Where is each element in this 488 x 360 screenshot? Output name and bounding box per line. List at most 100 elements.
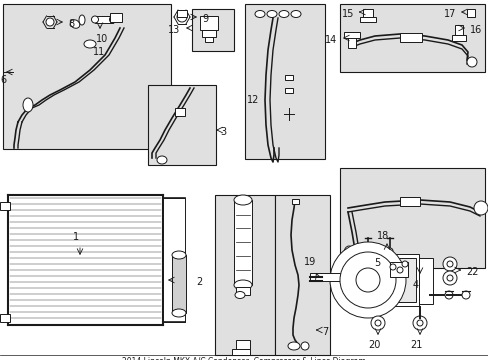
Bar [466, 9, 474, 17]
Bar [202, 30, 216, 37]
Bar [309, 273, 339, 281]
Ellipse shape [70, 20, 80, 28]
Ellipse shape [234, 280, 251, 290]
Ellipse shape [374, 320, 380, 326]
Ellipse shape [442, 271, 456, 285]
Ellipse shape [177, 12, 186, 22]
Text: 5: 5 [373, 258, 380, 268]
Ellipse shape [172, 309, 185, 317]
Ellipse shape [287, 342, 299, 350]
Bar [177, 10, 186, 17]
Bar [95, 16, 113, 23]
Bar [451, 35, 465, 41]
Bar [236, 287, 249, 295]
Bar [215, 195, 274, 355]
Bar [0, 202, 10, 210]
Bar [418, 258, 432, 304]
Text: 19: 19 [303, 257, 315, 267]
Ellipse shape [23, 98, 33, 112]
Text: 17: 17 [443, 9, 455, 19]
Bar [204, 37, 213, 42]
Ellipse shape [279, 10, 288, 18]
Ellipse shape [442, 257, 456, 271]
Text: 8: 8 [68, 19, 74, 29]
Bar [389, 262, 407, 277]
Ellipse shape [376, 246, 386, 260]
Text: 16: 16 [469, 25, 481, 35]
Text: 4: 4 [412, 280, 418, 290]
Bar [200, 16, 218, 30]
Ellipse shape [343, 246, 353, 260]
Text: 1: 1 [73, 232, 79, 242]
Ellipse shape [91, 16, 98, 23]
Bar [366, 254, 418, 306]
Bar [8, 195, 163, 325]
Bar [359, 17, 375, 22]
Ellipse shape [396, 267, 402, 273]
Text: 9: 9 [202, 14, 208, 24]
Bar [192, 9, 234, 51]
Bar [291, 199, 298, 204]
Bar [234, 200, 251, 285]
Ellipse shape [389, 264, 395, 270]
Bar [339, 4, 484, 72]
Ellipse shape [172, 251, 185, 259]
Text: 15: 15 [341, 9, 353, 19]
Text: 3: 3 [220, 127, 225, 137]
Bar [274, 195, 329, 355]
Bar [285, 88, 292, 93]
Ellipse shape [234, 195, 251, 205]
Bar [0, 314, 10, 322]
Text: 12: 12 [246, 95, 259, 105]
Bar [347, 34, 355, 48]
Text: 21: 21 [409, 340, 421, 350]
Bar [236, 340, 249, 349]
Ellipse shape [355, 268, 379, 292]
Ellipse shape [339, 252, 395, 308]
Bar [110, 13, 122, 22]
Text: 10: 10 [96, 34, 108, 44]
Ellipse shape [109, 16, 116, 23]
Bar [148, 85, 216, 165]
Text: 11: 11 [93, 47, 105, 57]
Text: 18: 18 [376, 231, 388, 241]
Bar [172, 255, 185, 313]
Text: 7: 7 [321, 327, 327, 337]
Text: 14: 14 [324, 35, 336, 45]
Bar [343, 32, 359, 38]
Ellipse shape [364, 248, 370, 254]
Ellipse shape [412, 316, 426, 330]
Bar [244, 4, 325, 159]
Ellipse shape [416, 320, 422, 326]
Ellipse shape [401, 261, 407, 267]
Bar [175, 108, 184, 116]
Bar [3, 4, 171, 149]
Bar [285, 75, 292, 80]
Bar [231, 349, 249, 355]
Text: 20: 20 [367, 340, 379, 350]
Ellipse shape [329, 242, 405, 318]
Ellipse shape [79, 15, 85, 25]
Bar [362, 9, 372, 17]
Ellipse shape [446, 261, 452, 267]
Ellipse shape [466, 57, 476, 67]
Ellipse shape [235, 292, 244, 298]
Text: 2014 Lincoln MKX A/C Condenser, Compressor & Lines Diagram: 2014 Lincoln MKX A/C Condenser, Compress… [122, 357, 365, 360]
Ellipse shape [354, 246, 364, 260]
Text: 13: 13 [167, 25, 180, 35]
Ellipse shape [254, 10, 264, 18]
Text: 2: 2 [196, 277, 202, 287]
Ellipse shape [84, 40, 96, 48]
Ellipse shape [365, 246, 375, 260]
Bar [339, 168, 484, 268]
Ellipse shape [461, 291, 469, 299]
Ellipse shape [301, 342, 308, 350]
Ellipse shape [386, 248, 392, 254]
Ellipse shape [266, 10, 276, 18]
Bar [369, 258, 415, 302]
Ellipse shape [46, 18, 54, 26]
Ellipse shape [473, 201, 487, 215]
Bar [163, 198, 184, 322]
Bar [399, 33, 421, 42]
Text: 22: 22 [465, 267, 478, 277]
